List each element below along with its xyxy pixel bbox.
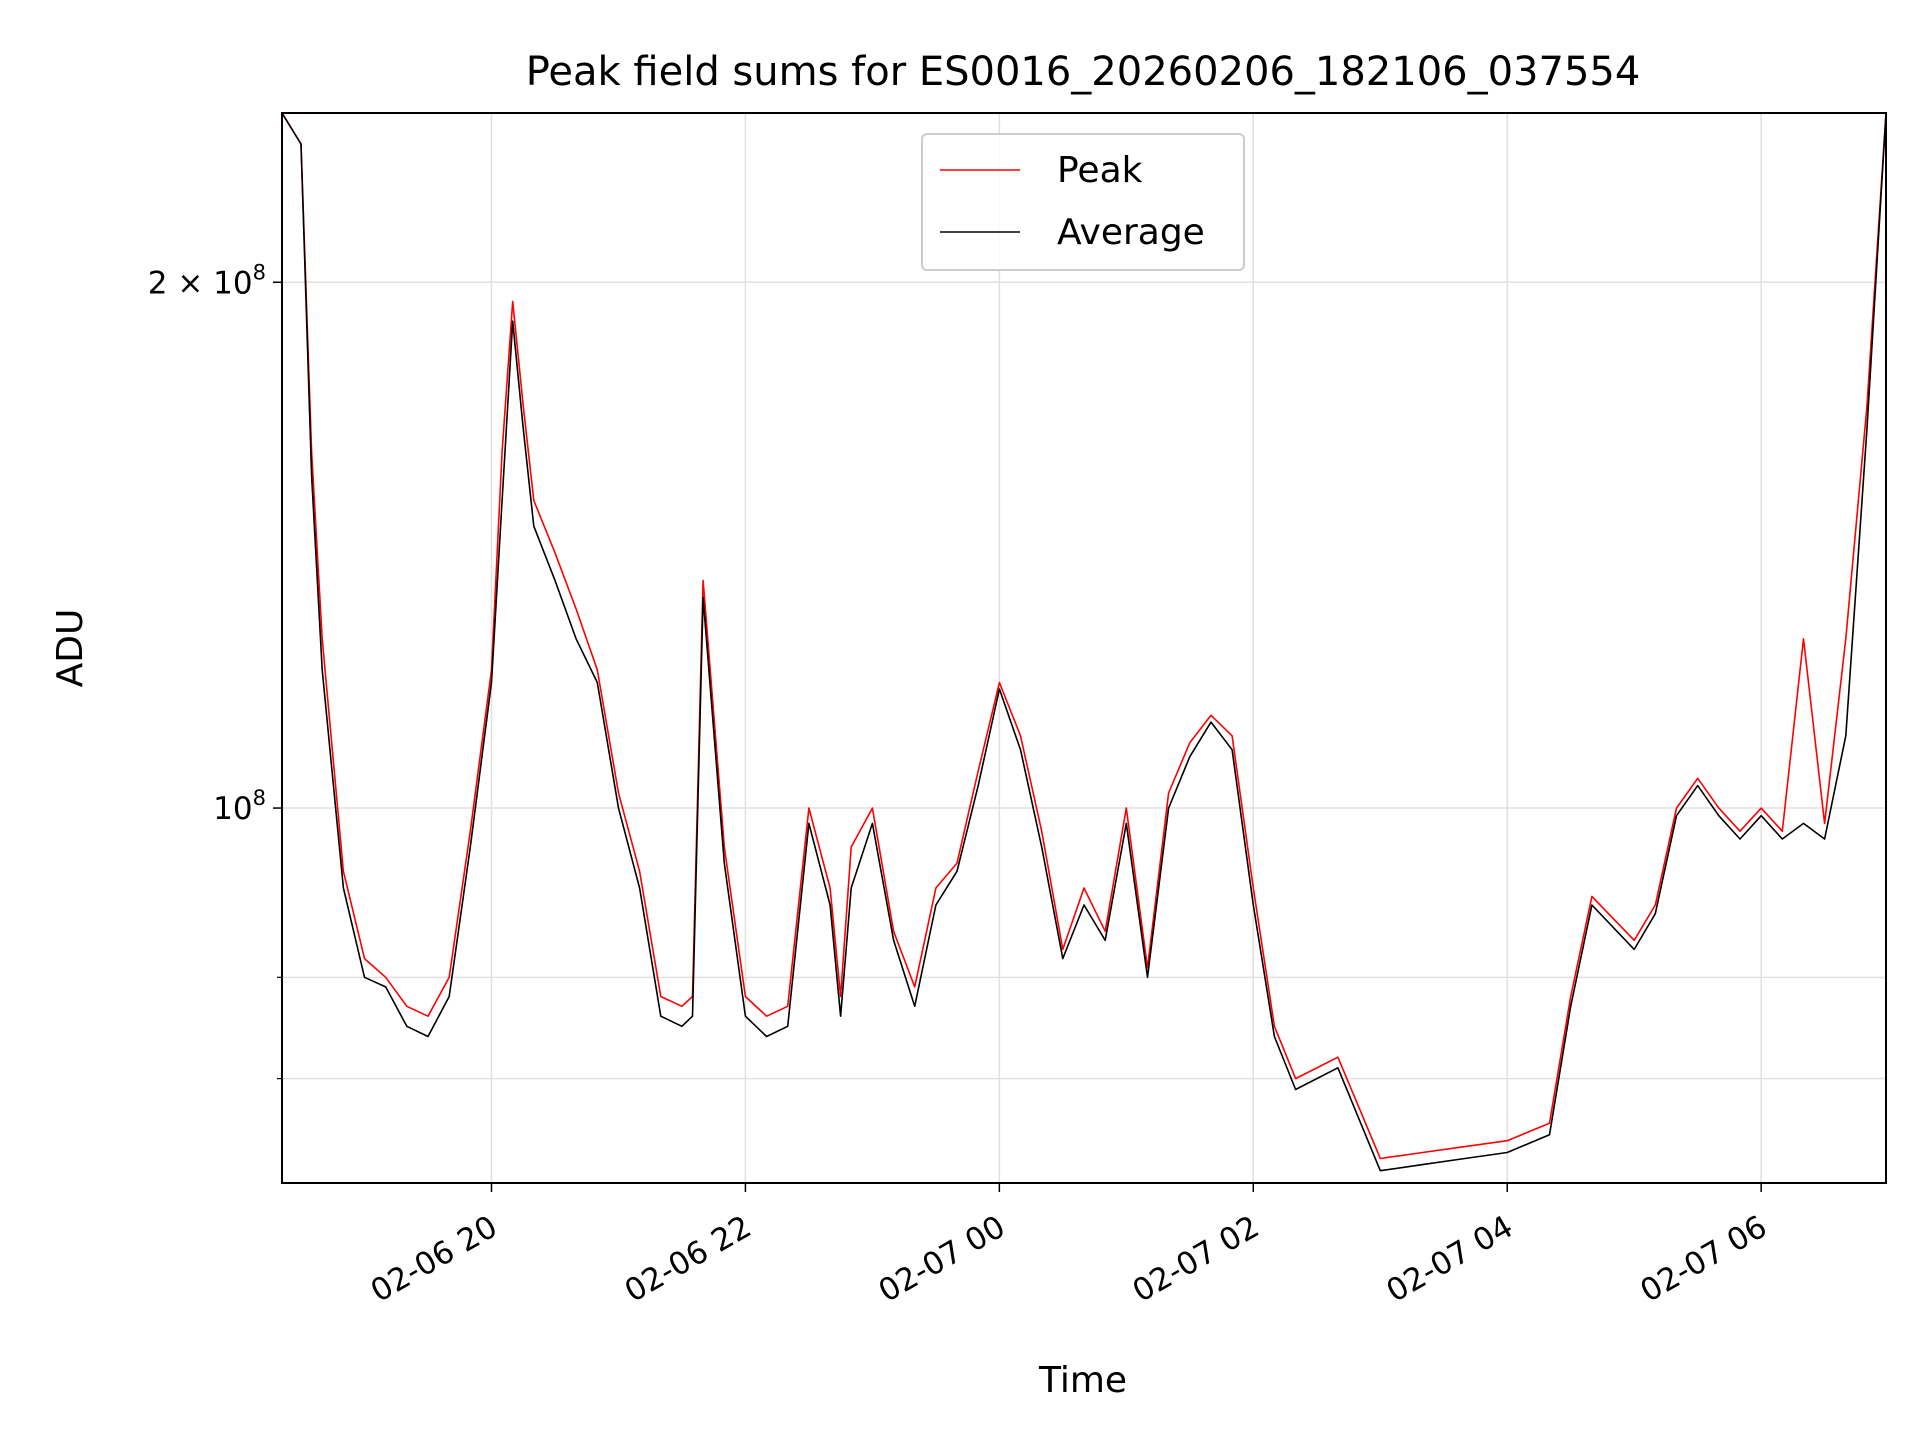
legend-box — [921, 133, 1245, 271]
plot-lines — [281, 112, 1887, 1172]
x-axis-label: Time — [1038, 1360, 1127, 1401]
chart-title: Peak field sums for ES0016_20260206_1821… — [526, 49, 1641, 95]
y-axis: 2 × 108 108 — [148, 260, 282, 1080]
y-axis-label: ADU — [50, 609, 91, 688]
y-tick-label: 108 — [213, 786, 266, 827]
legend-label-peak: Peak — [1057, 150, 1143, 191]
legend: Peak Average — [921, 133, 1245, 271]
grid — [282, 113, 1886, 1183]
plot-frame — [281, 112, 1887, 1184]
legend-label-average: Average — [1057, 212, 1205, 253]
series-line-peak — [281, 112, 1887, 1160]
y-tick-label: 2 × 108 — [148, 260, 266, 301]
series-line-average — [281, 112, 1887, 1172]
